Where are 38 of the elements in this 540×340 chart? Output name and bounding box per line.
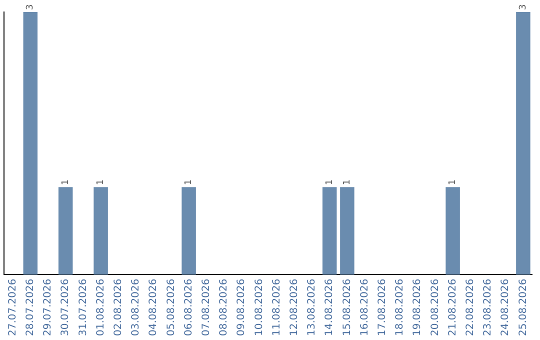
x-tick-label: 23.08.2026 (482, 278, 494, 336)
x-tick-label: 22.08.2026 (464, 278, 476, 336)
x-tick-label: 31.07.2026 (78, 278, 89, 336)
x-tick-label: 17.08.2026 (376, 278, 388, 336)
x-tick-label: 01.08.2026 (95, 278, 106, 336)
x-tick-label: 04.08.2026 (148, 278, 160, 336)
x-tick-label: 24.08.2026 (500, 278, 512, 336)
x-tick-label: 08.08.2026 (218, 278, 230, 336)
x-tick-label: 29.07.2026 (42, 278, 54, 336)
data-label: 3 (518, 4, 529, 10)
x-tick-label: 30.07.2026 (60, 278, 72, 336)
x-tick-label: 02.08.2026 (112, 278, 124, 336)
x-tick-label: 21.08.2026 (447, 278, 458, 336)
x-tick-label: 14.08.2026 (324, 278, 336, 336)
data-label: 3 (26, 4, 36, 10)
x-tick-label: 28.07.2026 (24, 278, 36, 336)
x-tick-label: 19.08.2026 (412, 278, 424, 336)
data-label: 1 (60, 179, 71, 186)
x-tick-label: 27.07.2026 (7, 278, 18, 336)
x-tick-label: 10.08.2026 (254, 278, 265, 336)
data-label: 1 (96, 179, 106, 186)
x-tick-label: 07.08.2026 (200, 278, 212, 336)
x-tick-label: 13.08.2026 (306, 278, 318, 336)
x-tick-label: 03.08.2026 (130, 278, 142, 336)
data-label: 1 (324, 179, 335, 186)
x-tick-label: 20.08.2026 (430, 278, 441, 336)
x-tick-label: 25.08.2026 (518, 278, 529, 336)
x-tick-label: 15.08.2026 (342, 278, 353, 336)
data-label: 1 (448, 179, 458, 186)
x-tick-label: 05.08.2026 (166, 278, 177, 336)
data-label: 1 (184, 179, 194, 186)
x-tick-label: 18.08.2026 (394, 278, 406, 336)
x-tick-label: 16.08.2026 (359, 278, 370, 336)
x-tick-label: 11.08.2026 (271, 278, 282, 336)
x-tick-label: 12.08.2026 (288, 278, 300, 336)
x-tick-label: 06.08.2026 (183, 278, 194, 336)
x-tick-label: 09.08.2026 (236, 278, 248, 336)
data-label: 1 (342, 179, 353, 186)
